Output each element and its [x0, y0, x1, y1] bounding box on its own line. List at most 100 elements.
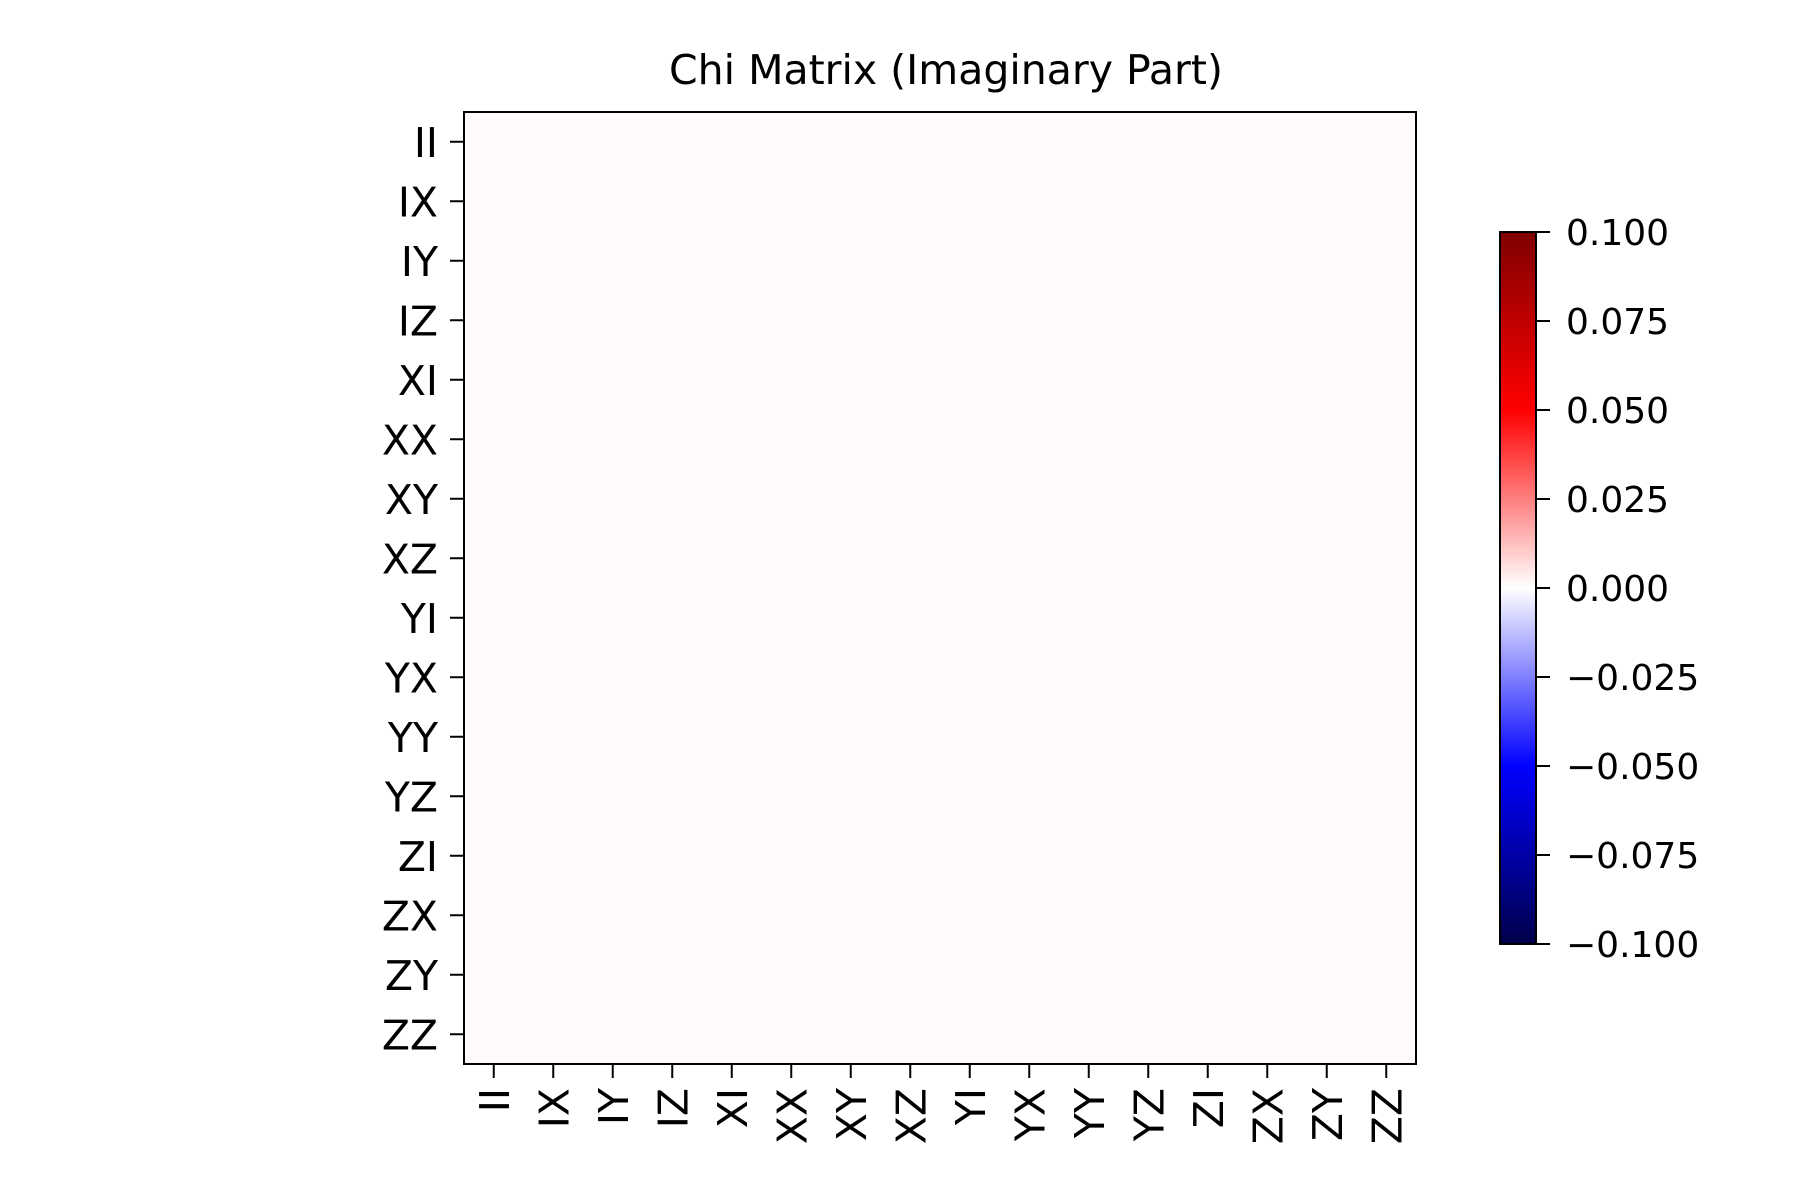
- heatmap-cell: [702, 231, 762, 291]
- plot-area-frame: [463, 111, 1417, 1065]
- heatmap-cell: [464, 469, 524, 529]
- heatmap-cell: [702, 1004, 762, 1065]
- heatmap-cell: [702, 766, 762, 827]
- heatmap-cell: [642, 171, 703, 232]
- x-tick-label: II: [471, 1088, 519, 1112]
- heatmap-cell: [1118, 112, 1179, 172]
- heatmap-cell: [880, 171, 941, 232]
- heatmap-cell: [1118, 588, 1179, 648]
- heatmap-cell: [761, 171, 822, 232]
- colorbar-tick-label: −0.050: [1566, 747, 1699, 788]
- heatmap-cell: [880, 469, 941, 529]
- heatmap-cell: [1297, 112, 1357, 172]
- heatmap-cell: [583, 350, 643, 410]
- heatmap-cell: [940, 528, 1000, 589]
- heatmap-cell: [702, 112, 762, 172]
- heatmap-cell: [642, 707, 703, 767]
- heatmap-cell: [940, 647, 1000, 708]
- colorbar-tick-label: −0.100: [1566, 925, 1699, 966]
- heatmap-cell: [821, 350, 881, 410]
- heatmap-cell: [1356, 588, 1417, 648]
- heatmap-cell: [999, 1004, 1060, 1065]
- heatmap-cell: [464, 1004, 524, 1065]
- heatmap-cell: [464, 350, 524, 410]
- heatmap-cell: [1178, 231, 1238, 291]
- heatmap-cell: [940, 350, 1000, 410]
- heatmap-cell: [999, 945, 1060, 1005]
- heatmap-cell: [583, 588, 643, 648]
- heatmap-cell: [1118, 1004, 1179, 1065]
- heatmap-cell: [880, 707, 941, 767]
- heatmap-cell: [940, 112, 1000, 172]
- heatmap-cell: [702, 171, 762, 232]
- heatmap-cell: [464, 766, 524, 827]
- heatmap-cell: [761, 409, 822, 470]
- heatmap-cell: [1059, 707, 1119, 767]
- heatmap-cell: [523, 707, 584, 767]
- heatmap-cell: [1118, 350, 1179, 410]
- heatmap-cell: [1237, 528, 1298, 589]
- heatmap-cell: [1237, 1004, 1298, 1065]
- heatmap-cell: [999, 171, 1060, 232]
- heatmap-cell: [583, 945, 643, 1005]
- heatmap-cell: [1356, 528, 1417, 589]
- heatmap-cell: [464, 171, 524, 232]
- heatmap-cell: [523, 588, 584, 648]
- x-tick-label: XX: [768, 1088, 816, 1144]
- heatmap-cell: [1059, 588, 1119, 648]
- heatmap-cell: [940, 826, 1000, 886]
- heatmap-cell: [821, 1004, 881, 1065]
- heatmap-cell: [761, 231, 822, 291]
- heatmap-cell: [702, 707, 762, 767]
- heatmap-cell: [583, 469, 643, 529]
- heatmap-cell: [1059, 647, 1119, 708]
- y-tick-label: II: [414, 119, 438, 167]
- heatmap-cell: [880, 647, 941, 708]
- heatmap-cell: [523, 171, 584, 232]
- heatmap-cell: [523, 945, 584, 1005]
- heatmap-cell: [1178, 112, 1238, 172]
- heatmap-cell: [821, 409, 881, 470]
- heatmap-cell: [1297, 231, 1357, 291]
- heatmap-cell: [999, 707, 1060, 767]
- heatmap-cell: [940, 766, 1000, 827]
- heatmap-cell: [1356, 469, 1417, 529]
- y-tick-label: YY: [387, 714, 439, 762]
- heatmap-cell: [523, 112, 584, 172]
- heatmap-cell: [702, 647, 762, 708]
- heatmap-cell: [702, 528, 762, 589]
- heatmap-cell: [940, 707, 1000, 767]
- y-tick-label: XY: [385, 476, 439, 524]
- heatmap-cell: [821, 945, 881, 1005]
- heatmap-cell: [464, 290, 524, 351]
- heatmap-cell: [999, 826, 1060, 886]
- heatmap-cell: [583, 1004, 643, 1065]
- heatmap-cell: [1297, 528, 1357, 589]
- heatmap-cell: [464, 885, 524, 946]
- colorbar-ticks: 0.100 0.075 0.050 0.025 0.000 −0.025 −0.050 −0.…: [1536, 213, 1699, 966]
- heatmap-cell: [1178, 945, 1238, 1005]
- heatmap-cell: [1356, 1004, 1417, 1065]
- heatmap-cell: [761, 945, 822, 1005]
- colorbar-tick-label: −0.075: [1566, 836, 1699, 877]
- y-tick-label: ZX: [382, 892, 438, 940]
- heatmap-cell: [1178, 707, 1238, 767]
- heatmap-cell: [940, 290, 1000, 351]
- heatmap-cell: [999, 231, 1060, 291]
- heatmap-cell: [1059, 528, 1119, 589]
- heatmap-cell: [1297, 469, 1357, 529]
- heatmap-cell: [1118, 707, 1179, 767]
- heatmap-cell: [761, 766, 822, 827]
- heatmap-cell: [642, 1004, 703, 1065]
- heatmap-cell: [1118, 409, 1179, 470]
- colorbar-gradient: [1500, 232, 1536, 944]
- heatmap-cell: [1059, 231, 1119, 291]
- heatmap-cell: [1059, 826, 1119, 886]
- colorbar-tick-label: 0.100: [1566, 213, 1669, 254]
- y-tick-label: ZY: [385, 952, 439, 1000]
- heatmap-cell: [523, 409, 584, 470]
- heatmap-cell: [1356, 231, 1417, 291]
- heatmap-cell: [464, 112, 524, 172]
- heatmap-cell: [1178, 350, 1238, 410]
- x-tick-label: YZ: [1125, 1088, 1173, 1142]
